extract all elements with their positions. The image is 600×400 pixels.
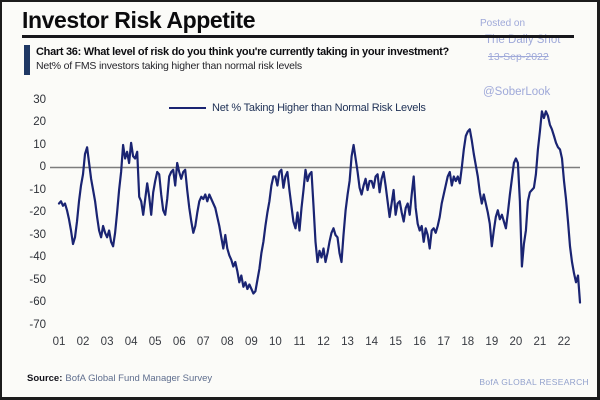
bofa-global-research-label: BofA GLOBAL RESEARCH: [479, 377, 589, 387]
x-tick-label: 11: [293, 336, 306, 348]
x-tick-label: 09: [244, 336, 258, 348]
x-tick-label: 02: [76, 336, 90, 348]
x-tick-label: 19: [485, 336, 499, 348]
header-accent-bar: [24, 45, 30, 75]
x-tick-label: 08: [220, 336, 234, 348]
x-tick-label: 14: [365, 336, 378, 348]
legend-line-swatch: [169, 106, 206, 110]
legend-label: Net % Taking Higher than Normal Risk Lev…: [212, 102, 426, 114]
x-tick-label: 12: [317, 336, 330, 348]
y-tick-label: -20: [29, 206, 46, 218]
y-tick-label: 10: [33, 138, 46, 151]
x-tick-label: 04: [124, 336, 138, 348]
header-text-block: Chart 36: What level of risk do you thin…: [36, 45, 449, 75]
x-tick-label: 16: [413, 336, 427, 348]
y-tick-label: 20: [33, 116, 46, 128]
x-tick-label: 15: [389, 336, 403, 348]
y-tick-label: -10: [29, 183, 46, 196]
source-line: Source: BofA Global Fund Manager Survey: [27, 373, 212, 384]
x-tick-label: 20: [509, 336, 523, 348]
x-tick-label: 13: [341, 336, 354, 348]
x-tick-label: 22: [557, 336, 571, 348]
chart-question: Chart 36: What level of risk do you thin…: [36, 46, 449, 58]
y-tick-label: -30: [29, 228, 46, 241]
x-tick-label: 05: [148, 336, 162, 348]
x-tick-label: 10: [269, 336, 282, 348]
title-underline: [22, 35, 574, 38]
x-tick-label: 18: [461, 336, 475, 348]
x-tick-label: 01: [52, 336, 66, 348]
source-label: Source:: [27, 373, 63, 384]
page-title: Investor Risk Appetite: [22, 7, 256, 33]
watermark-soberlook-handle: @SoberLook: [483, 86, 551, 98]
x-tick-label: 06: [172, 336, 186, 348]
y-tick-label: -70: [29, 318, 46, 331]
y-tick-label: 0: [39, 161, 46, 173]
watermark-date: 13-Sep-2022: [488, 51, 549, 63]
x-tick-label: 03: [100, 336, 114, 348]
y-tick-label: -60: [29, 296, 46, 308]
x-tick-label: 17: [437, 336, 451, 348]
chart-header: Chart 36: What level of risk do you thin…: [24, 45, 449, 75]
legend: Net % Taking Higher than Normal Risk Lev…: [169, 102, 426, 114]
y-tick-label: -50: [29, 273, 46, 286]
x-tick-label: 21: [533, 336, 547, 348]
x-tick-label: 07: [196, 336, 210, 348]
chart-subtitle: Net% of FMS investors taking higher than…: [36, 60, 302, 72]
watermark-posted-on: Posted on: [480, 18, 526, 29]
y-tick-label: -40: [29, 251, 46, 263]
y-tick-label: 30: [33, 93, 46, 106]
source-text: BofA Global Fund Manager Survey: [65, 373, 213, 384]
risk-appetite-series-line: [57, 110, 582, 304]
